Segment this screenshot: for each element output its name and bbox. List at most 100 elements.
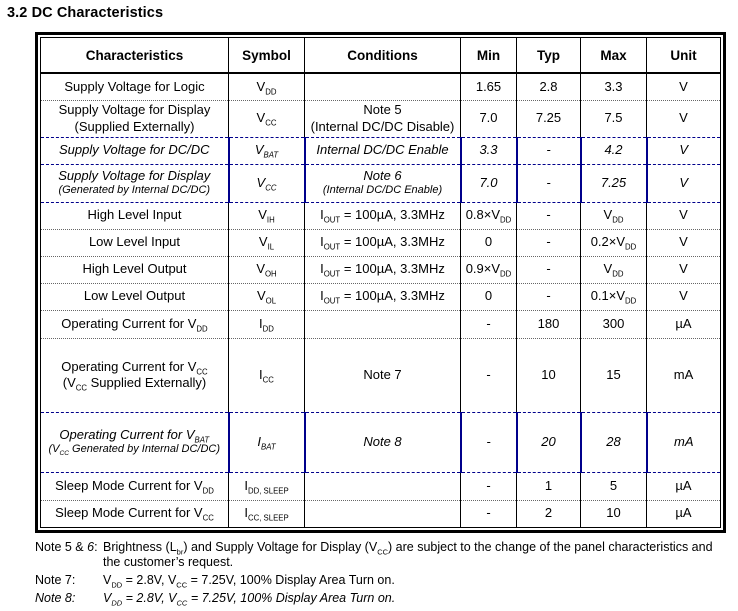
conditions-cell: IOUT = 100µA, 3.3MHz (304, 255, 461, 284)
typ-cell: 2.8 (516, 72, 581, 101)
notes: Note 5 & 6: Brightness (Lbr) and Supply V… (35, 540, 738, 608)
symbol-cell: IBAT (227, 411, 306, 473)
unit-cell: µA (646, 471, 721, 501)
conditions-cell (304, 72, 461, 101)
table-row: Operating Current for VDD IDD -180 300 µA (40, 309, 721, 339)
characteristics-cell: Operating Current for VBAT (VCC Generated… (40, 411, 230, 473)
conditions-cell: IOUT = 100µA, 3.3MHz (304, 201, 461, 230)
symbol-cell: ICC (228, 337, 305, 413)
column-header: Typ (516, 37, 581, 74)
min-cell: 7.0 (459, 163, 518, 203)
footnote-label: Note 7: (35, 573, 76, 587)
unit-cell: V (646, 282, 721, 311)
symbol-cell: IDD (228, 309, 305, 339)
min-cell: 0.9×VDD (460, 255, 517, 284)
max-cell: VDD (580, 255, 647, 284)
table-row: Sleep Mode Current for VDD IDD, SLEEP -1 5 µ… (40, 471, 721, 501)
column-header: Max (580, 37, 647, 74)
min-cell: - (459, 411, 518, 473)
footnote: Note 7: VDD = 2.8V, VCC = 7.25V, 100% Dis… (35, 573, 738, 590)
symbol-cell: ICC, SLEEP (228, 499, 305, 528)
min-cell: - (460, 309, 517, 339)
conditions-cell: Note 8 (303, 411, 462, 473)
footnote-text: Brightness (Lbr) and Supply Voltage for … (103, 539, 713, 569)
conditions-cell: IOUT = 100µA, 3.3MHz (304, 282, 461, 311)
min-cell: 1.65 (460, 72, 517, 101)
unit-cell: V (645, 136, 721, 165)
min-cell: 0 (460, 282, 517, 311)
min-cell: - (460, 499, 517, 528)
typ-cell: - (516, 282, 581, 311)
table-row: High Level Input VIH IOUT = 100µA, 3.3MHz 0… (40, 201, 721, 230)
dc-characteristics-table: Characteristics Symbol Conditions Min Typ Max… (35, 32, 726, 533)
table-row: High Level Output VOH IOUT = 100µA, 3.3MHz… (40, 255, 721, 284)
table-row: Supply Voltage for DC/DC VBAT Internal DC/… (40, 136, 721, 165)
min-cell: 0.8×VDD (460, 201, 517, 230)
symbol-cell: VOH (228, 255, 305, 284)
unit-cell: µA (646, 309, 721, 339)
symbol-cell: VOL (228, 282, 305, 311)
max-cell: 0.2×VDD (580, 228, 647, 257)
min-cell: - (460, 471, 517, 501)
unit-cell: V (646, 228, 721, 257)
typ-cell: - (515, 136, 582, 165)
max-cell: 5 (580, 471, 647, 501)
table-header-row: Characteristics Symbol Conditions Min Typ Max… (40, 37, 721, 74)
column-header: Characteristics (40, 37, 229, 74)
table-row: Supply Voltage for Logic VDD 1.65 2.8 3.3 V (40, 72, 721, 101)
min-cell: 7.0 (460, 99, 517, 138)
typ-cell: 2 (516, 499, 581, 528)
characteristics-cell: Supply Voltage for Logic (40, 72, 229, 101)
characteristics-cell: Supply Voltage for Display (Generated by … (40, 163, 230, 203)
conditions-cell (304, 499, 461, 528)
max-cell: 300 (580, 309, 647, 339)
conditions-cell: IOUT = 100µA, 3.3MHz (304, 228, 461, 257)
max-cell: 4.2 (579, 136, 648, 165)
footnote-text: VDD = 2.8V, VCC = 7.25V, 100% Display Ar… (103, 591, 396, 608)
typ-cell: 180 (516, 309, 581, 339)
characteristics-cell: High Level Input (40, 201, 229, 230)
conditions-cell: Note 7 (304, 337, 461, 413)
characteristics-cell: Supply Voltage for Display (Supplied Exte… (40, 99, 229, 138)
table-row: Low Level Output VOL IOUT = 100µA, 3.3MHz 0… (40, 282, 721, 311)
unit-cell: V (646, 99, 721, 138)
typ-cell: 20 (515, 411, 582, 473)
typ-cell: - (516, 228, 581, 257)
characteristics-cell: Supply Voltage for DC/DC (40, 136, 230, 165)
min-cell: 3.3 (459, 136, 518, 165)
symbol-cell: VCC (228, 99, 305, 138)
symbol-cell: VCC (227, 163, 306, 203)
characteristics-cell: Low Level Input (40, 228, 229, 257)
characteristics-cell: High Level Output (40, 255, 229, 284)
footnote-label: Note 8: (35, 591, 76, 606)
characteristics-cell: Operating Current for VDD (40, 309, 229, 339)
characteristics-cell: Low Level Output (40, 282, 229, 311)
max-cell: 28 (579, 411, 648, 473)
table-header: Characteristics Symbol Conditions Min Typ Max… (40, 37, 721, 74)
symbol-cell: VIH (228, 201, 305, 230)
max-cell: 0.1×VDD (580, 282, 647, 311)
typ-cell: 7.25 (516, 99, 581, 138)
conditions-cell (304, 309, 461, 339)
unit-cell: V (646, 255, 721, 284)
table-row: Operating Current for VBAT (VCC Generated… (40, 411, 721, 473)
section-title: 3.2 DC Characteristics (7, 5, 164, 21)
conditions-cell (304, 471, 461, 501)
table-row: Sleep Mode Current for VCC ICC, SLEEP -2 10… (40, 499, 721, 528)
max-cell: 3.3 (580, 72, 647, 101)
max-cell: 7.5 (580, 99, 647, 138)
footnote-text: VDD = 2.8V, VCC = 7.25V, 100% Display Ar… (103, 573, 395, 590)
typ-cell: - (516, 201, 581, 230)
table-body: Supply Voltage for Logic VDD 1.65 2.8 3.3 V Su… (40, 72, 721, 528)
max-cell: VDD (580, 201, 647, 230)
column-header: Unit (646, 37, 721, 74)
typ-cell: - (516, 255, 581, 284)
characteristics-cell: Sleep Mode Current for VCC (40, 499, 229, 528)
max-cell: 15 (580, 337, 647, 413)
footnote: Note 8: VDD = 2.8V, VCC = 7.25V, 100% Dis… (35, 591, 738, 608)
symbol-cell: VDD (228, 72, 305, 101)
max-cell: 10 (580, 499, 647, 528)
spec-table: Characteristics Symbol Conditions Min Typ Max… (40, 37, 721, 528)
unit-cell: µA (646, 499, 721, 528)
footnote: Note 5 & 6: Brightness (Lbr) and Supply V… (35, 540, 738, 571)
